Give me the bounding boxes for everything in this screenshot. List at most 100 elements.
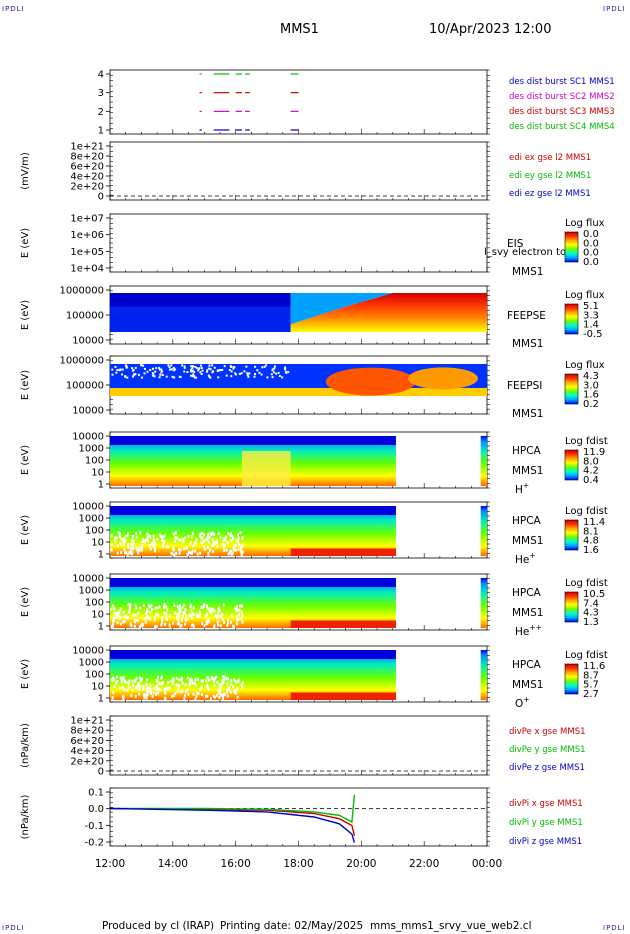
- colorbar-scale: [564, 663, 579, 695]
- y-tick-label: 10000: [72, 432, 104, 443]
- hpca-gap-pixel: [147, 689, 150, 693]
- hpca-gap-pixel: [158, 605, 161, 609]
- feepsi-gap-pixel: [195, 367, 198, 370]
- feepsi-gap-pixel: [168, 368, 171, 371]
- feepsi-gap-pixel: [219, 369, 222, 372]
- hpca-top-band: [110, 578, 396, 587]
- hpca-gap-pixel: [216, 693, 219, 697]
- hpca-gap-pixel: [137, 687, 140, 691]
- spacecraft-label: MMS1: [512, 679, 543, 691]
- hpca-gap-pixel: [222, 545, 225, 549]
- colorbar-tick-label: 0.4: [583, 475, 599, 486]
- hpca-gap-pixel: [138, 548, 141, 552]
- hpca-gap-pixel: [128, 679, 131, 683]
- hpca-gap-pixel: [206, 676, 209, 680]
- hpca-gap-pixel: [225, 548, 228, 552]
- feepsi-gap-pixel: [170, 364, 173, 367]
- hpca-gap-pixel: [134, 695, 137, 699]
- hpca-gap-pixel: [232, 537, 235, 541]
- y-axis-label: E (eV): [20, 300, 31, 330]
- hpca-gap-pixel: [142, 687, 145, 691]
- hpca-gap-pixel: [153, 686, 156, 690]
- feepsi-gap-pixel: [159, 373, 162, 376]
- hpca-gap-pixel: [133, 613, 136, 617]
- hpca-gap-pixel: [219, 686, 222, 690]
- hpca-gap-pixel: [232, 685, 235, 689]
- hpca-gap-pixel: [201, 622, 204, 626]
- feepsi-gap-pixel: [223, 365, 226, 368]
- y-tick-label: 1: [98, 480, 104, 491]
- hpca-gap-pixel: [127, 603, 130, 607]
- hpca-gap-pixel: [178, 684, 181, 688]
- hpca-gap-pixel: [206, 685, 209, 689]
- hpca-gap-pixel: [241, 680, 244, 684]
- y-tick-label: 2e+20: [70, 756, 104, 767]
- feepsi-gap-pixel: [278, 375, 281, 378]
- y-tick-label: 8e+20: [70, 726, 104, 737]
- hpca-end-segment: [480, 506, 487, 556]
- feepsi-gap-pixel: [193, 375, 196, 378]
- hpca-gap-pixel: [210, 677, 213, 681]
- hpca-gap-pixel: [190, 609, 193, 613]
- instrument-label: EIS: [507, 238, 524, 250]
- hpca-gap-pixel: [241, 685, 244, 689]
- hpca-low-band: [290, 692, 396, 700]
- hpca-gap-pixel: [117, 614, 120, 618]
- feepsi-gap-pixel: [192, 373, 195, 376]
- feepsi-gap-pixel: [152, 373, 155, 376]
- hpca-gap-pixel: [164, 697, 167, 701]
- hpca-gap-pixel: [206, 535, 209, 539]
- hpca-gap-pixel: [147, 604, 150, 608]
- y-tick-label: 1e+21: [70, 142, 104, 153]
- colorbar-title: Log fdist: [565, 506, 608, 517]
- hpca-gap-pixel: [219, 535, 222, 539]
- feepsi-gap-pixel: [160, 370, 163, 373]
- legend-entry: edi ez gse l2 MMS1: [509, 189, 591, 199]
- hpca-gap-pixel: [175, 552, 178, 556]
- feepsi-gap-pixel: [160, 368, 163, 371]
- hpca-gap-pixel: [152, 545, 155, 549]
- colorbar-tick-label: 0.0: [583, 229, 599, 240]
- hpca-gap-pixel: [226, 682, 229, 686]
- hpca-gap-pixel: [184, 618, 187, 622]
- colorbar-tick-label: 3.3: [583, 310, 599, 321]
- legend-efield: edi ex gse l2 MMS1 edi ey gse l2 MMS1 edi …: [509, 153, 591, 199]
- hpca-gap-pixel: [213, 676, 216, 680]
- hpca-gap-pixel: [145, 683, 148, 687]
- hpca-gap-pixel: [229, 690, 232, 694]
- feepsi-gap-pixel: [206, 369, 209, 372]
- hpca-gap-pixel: [160, 682, 163, 686]
- hpca-gap-pixel: [171, 694, 174, 698]
- hpca-gap-pixel: [223, 678, 226, 682]
- hpca-gap-pixel: [165, 616, 168, 620]
- feepsi-gap-pixel: [265, 364, 268, 367]
- feepsi-gap-pixel: [160, 371, 163, 374]
- hpca-gap-pixel: [218, 609, 221, 613]
- hpca-gap-pixel: [160, 676, 163, 680]
- hpca-gap-pixel: [184, 608, 187, 612]
- feepsi-gap-pixel: [125, 365, 128, 368]
- hpca-gap-pixel: [234, 548, 237, 552]
- hpca-gap-pixel: [232, 624, 235, 628]
- hpca-gap-pixel: [213, 694, 216, 698]
- hpca-gap-pixel: [156, 684, 159, 688]
- hpca-gap-pixel: [203, 547, 206, 551]
- feepse-region-mid: [290, 293, 393, 325]
- hpca-gap-pixel: [233, 678, 236, 682]
- hpca-gap-pixel: [222, 697, 225, 701]
- hpca-gap-pixel: [178, 607, 181, 611]
- hpca-gap-pixel: [165, 605, 168, 609]
- colorbar-scale: [564, 591, 579, 623]
- hpca-gap-pixel: [123, 537, 126, 541]
- hpca-gap-pixel: [220, 693, 223, 697]
- hpca-gap-pixel: [197, 678, 200, 682]
- hpca-gap-pixel: [126, 553, 129, 557]
- hpca-gap-pixel: [158, 687, 161, 691]
- hpca-gap-pixel: [124, 551, 127, 555]
- feepsi-gap-pixel: [111, 368, 114, 371]
- hpca-gap-pixel: [185, 617, 188, 621]
- hpca-gap-pixel: [207, 553, 210, 557]
- hpca-gap-pixel: [182, 547, 185, 551]
